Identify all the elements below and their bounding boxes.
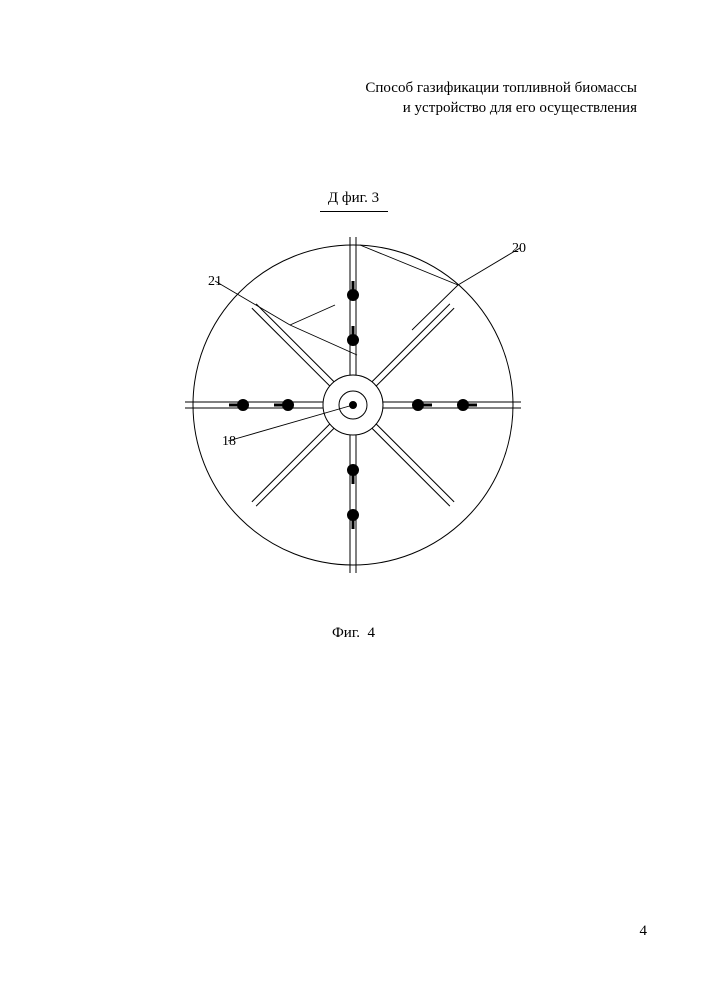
svg-text:20: 20	[512, 241, 526, 256]
title-line-1: Способ газификации топливной биомассы	[365, 78, 637, 98]
svg-text:18: 18	[222, 434, 236, 449]
figure-caption: Фиг. 4	[332, 625, 375, 642]
section-reference-underline	[320, 211, 388, 212]
figure-4-diagram: 20 21 18	[0, 225, 707, 585]
section-reference: Д фиг. 3	[328, 190, 379, 207]
svg-text:21: 21	[208, 274, 222, 289]
title-line-2: и устройство для его осуществления	[365, 98, 637, 118]
patent-title-block: Способ газификации топливной биомассы и …	[365, 78, 637, 119]
page-number: 4	[640, 923, 648, 940]
